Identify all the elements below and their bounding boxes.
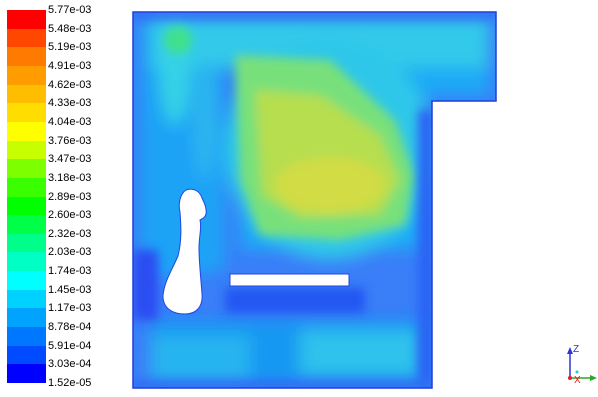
legend-swatch	[7, 196, 46, 216]
field-low-right-edge	[418, 110, 434, 380]
legend-swatch	[7, 345, 46, 365]
table-obstacle	[229, 273, 350, 287]
legend-tick-label: 3.47e-03	[48, 153, 92, 166]
legend-tick-label: 5.19e-03	[48, 41, 92, 54]
field-low-bottom-edge	[133, 382, 433, 388]
legend-tick-label: 3.18e-03	[48, 171, 92, 184]
legend-swatch	[7, 159, 46, 179]
legend-swatch	[7, 252, 46, 272]
legend-tick-label: 4.33e-03	[48, 97, 92, 110]
z-axis-label: Z	[573, 344, 579, 355]
legend-swatch	[7, 308, 46, 328]
z-axis-arrow	[567, 347, 573, 354]
legend-tick-label: 4.62e-03	[48, 78, 92, 91]
field-peak-region	[275, 157, 385, 213]
origin-point	[568, 376, 572, 380]
legend-swatch	[7, 233, 46, 253]
legend-swatch	[7, 327, 46, 347]
field-top-left-peak	[164, 26, 192, 54]
legend-tick-label: 2.03e-03	[48, 246, 92, 259]
legend-tick-label: 3.76e-03	[48, 134, 92, 147]
legend-tick-label: 4.91e-03	[48, 59, 92, 72]
field-low-left-edge	[133, 250, 158, 320]
depth-point	[575, 370, 579, 374]
domain-outline	[132, 11, 497, 389]
legend-tick-label: 3.03e-04	[48, 358, 92, 371]
legend-swatch	[7, 10, 46, 29]
field-low-under-table	[225, 288, 365, 313]
legend-tick-label: 5.91e-04	[48, 339, 92, 352]
legend-tick-label: 5.77e-03	[48, 4, 92, 16]
x-axis-label: X	[574, 375, 581, 386]
legend-tick-label: 1.52e-05	[48, 377, 92, 389]
x-axis-arrow	[590, 375, 597, 381]
legend-swatch	[7, 289, 46, 309]
legend-tick-label: 4.04e-03	[48, 115, 92, 128]
legend-tick-label: 8.78e-04	[48, 321, 92, 334]
legend-swatch	[7, 364, 46, 384]
legend-swatch	[7, 177, 46, 197]
field-bottom-band-inner	[300, 330, 420, 375]
field-low-top-edge	[133, 12, 496, 18]
field-bottom-left-band	[150, 335, 250, 380]
field-left-wisp-2	[195, 60, 215, 180]
legend-tick-label: 1.17e-03	[48, 302, 92, 315]
legend-swatch	[7, 47, 46, 67]
legend-tick-label: 2.60e-03	[48, 209, 92, 222]
legend-tick-label: 1.45e-03	[48, 283, 92, 296]
axes-triad: Z X	[567, 344, 597, 386]
legend-swatch	[7, 84, 46, 104]
legend-tick-label: 2.89e-03	[48, 190, 92, 203]
legend-swatch	[7, 28, 46, 48]
human-figure-obstacle	[162, 188, 207, 315]
legend-tick-label: 5.48e-03	[48, 22, 92, 35]
legend-swatch	[7, 215, 46, 235]
legend-swatch	[7, 140, 46, 160]
legend-swatch	[7, 65, 46, 85]
color-legend: 5.77e-03 5.48e-03 5.19e-03 4.91e-03 4.62e-03…	[0, 0, 91, 397]
legend-swatch	[7, 271, 46, 291]
legend-tick-label: 2.32e-03	[48, 227, 92, 240]
legend-swatch	[7, 121, 46, 141]
legend-swatch	[7, 103, 46, 123]
legend-tick-label: 1.74e-03	[48, 265, 92, 278]
